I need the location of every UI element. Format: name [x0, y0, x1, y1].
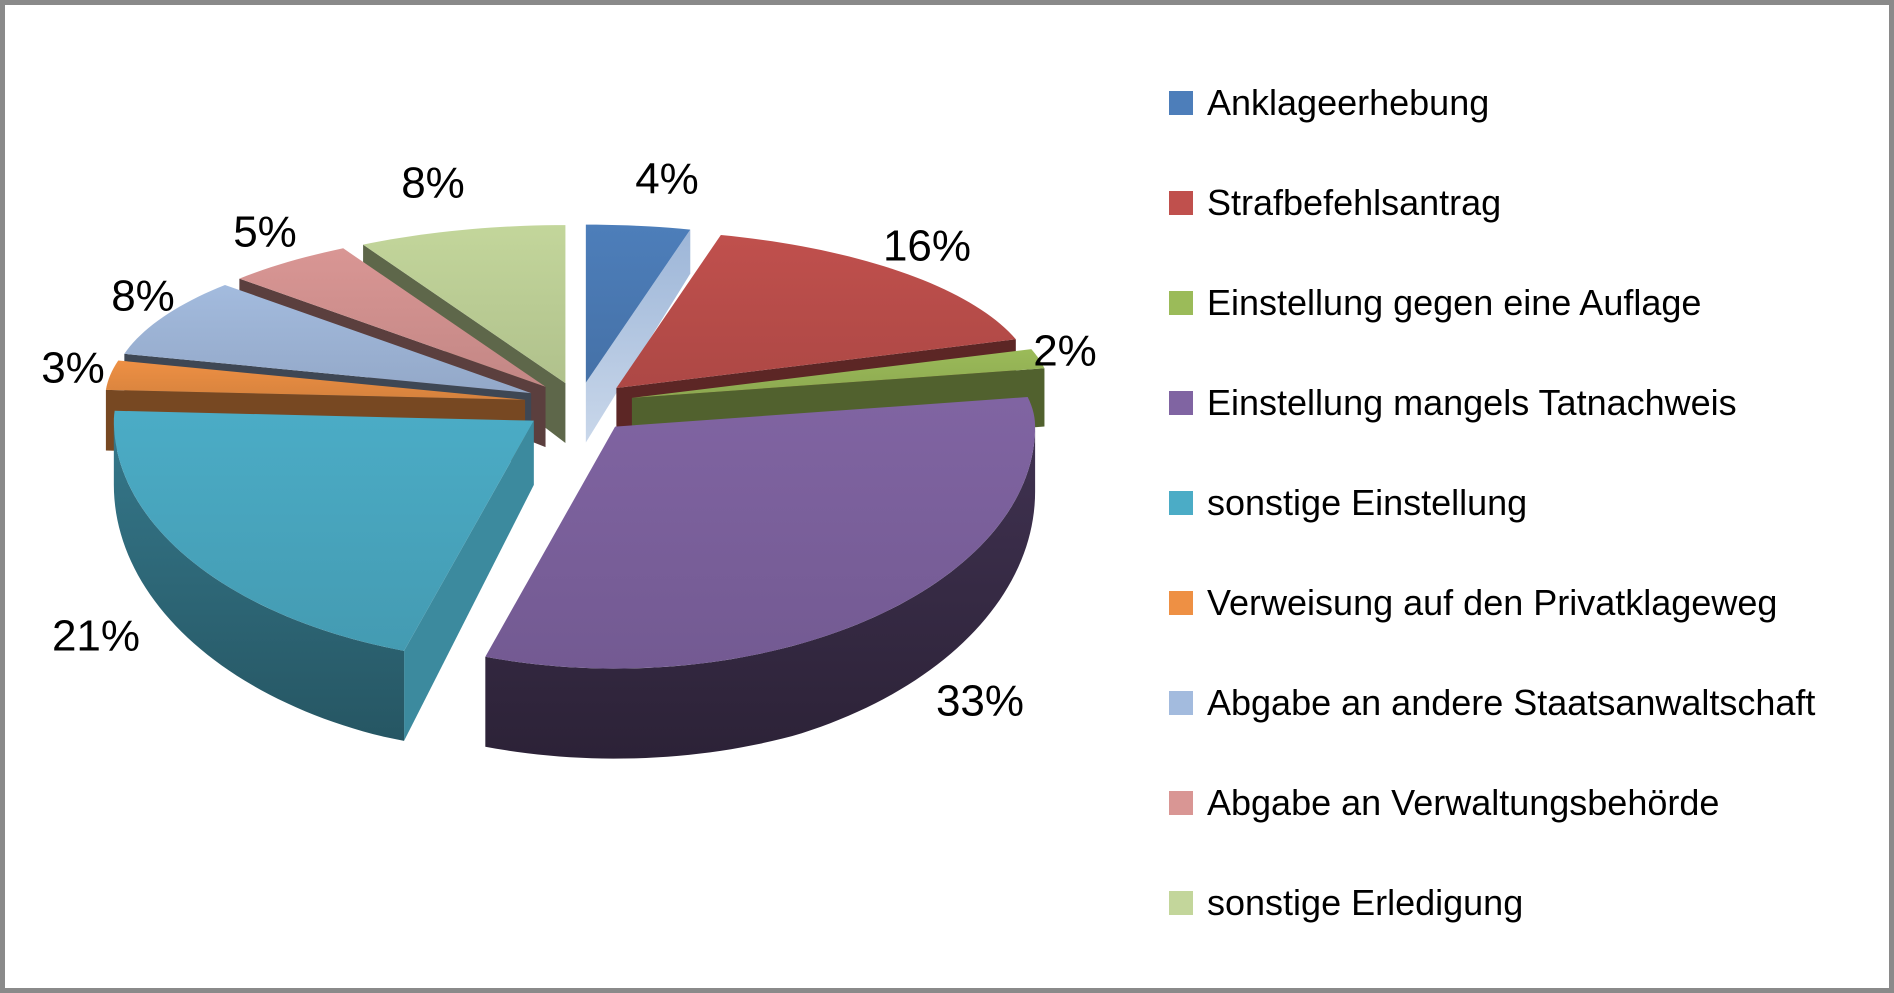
- legend-swatch-8: [1169, 891, 1193, 915]
- percent-label-5: 3%: [41, 343, 105, 392]
- pie-slice-4-top: [113, 410, 534, 651]
- pie-slice-3-top: [485, 396, 1036, 669]
- pie-slice-0-top: [585, 224, 691, 383]
- pie-slice-8-top: [363, 225, 566, 384]
- legend-item-7: Abgabe an Verwaltungsbehörde: [1169, 753, 1879, 853]
- legend-label-2: Einstellung gegen eine Auflage: [1207, 282, 1702, 323]
- legend-label-8: sonstige Erledigung: [1207, 882, 1524, 923]
- legend-swatch-5: [1169, 591, 1193, 615]
- pie-chart: 4%16%2%33%21%3%8%5%8%: [41, 154, 1097, 759]
- percent-label-2: 2%: [1033, 326, 1097, 375]
- legend-swatch-6: [1169, 691, 1193, 715]
- percent-label-3: 33%: [936, 676, 1024, 725]
- legend-label-5: Verweisung auf den Privatklageweg: [1207, 582, 1778, 623]
- pie-slice-3-rim: [485, 426, 1036, 759]
- percent-label-7: 5%: [233, 207, 297, 256]
- legend-swatch-7: [1169, 791, 1193, 815]
- legend-item-4: sonstige Einstellung: [1169, 453, 1879, 553]
- legend-label-0: Anklageerhebung: [1207, 82, 1490, 123]
- legend-label-1: Strafbefehlsantrag: [1207, 182, 1502, 223]
- legend-swatch-1: [1169, 191, 1193, 215]
- pie-slice-4-rim: [113, 420, 405, 741]
- legend-item-2: Einstellung gegen eine Auflage: [1169, 253, 1879, 353]
- pie-slice-0-side: [585, 229, 691, 443]
- pie-slice-6-top: [124, 284, 532, 394]
- pie-slice-5-top: [105, 360, 526, 400]
- pie-slice-4-side: [404, 420, 534, 741]
- legend-item-0: Anklageerhebung: [1169, 53, 1879, 153]
- pie-slice-7-top: [239, 248, 546, 387]
- legend-label-6: Abgabe an andere Staatsanwaltschaft: [1207, 682, 1816, 723]
- legend: Anklageerhebung Strafbefehlsantrag Einstel…: [1169, 53, 1879, 953]
- legend-item-6: Abgabe an andere Staatsanwaltschaft: [1169, 653, 1879, 753]
- legend-swatch-4: [1169, 491, 1193, 515]
- legend-item-8: sonstige Erledigung: [1169, 853, 1879, 953]
- percent-label-6: 8%: [111, 271, 175, 320]
- pie-slice-1-top: [616, 234, 1016, 389]
- pie-slice-2-top: [631, 349, 1045, 398]
- legend-swatch-0: [1169, 91, 1193, 115]
- legend-item-5: Verweisung auf den Privatklageweg: [1169, 553, 1879, 653]
- legend-label-7: Abgabe an Verwaltungsbehörde: [1207, 782, 1720, 823]
- percent-label-1: 16%: [883, 221, 971, 270]
- legend-label-3: Einstellung mangels Tatnachweis: [1207, 382, 1737, 423]
- legend-item-1: Strafbefehlsantrag: [1169, 153, 1879, 253]
- legend-swatch-3: [1169, 391, 1193, 415]
- legend-item-3: Einstellung mangels Tatnachweis: [1169, 353, 1879, 453]
- legend-label-4: sonstige Einstellung: [1207, 482, 1528, 523]
- percent-label-0: 4%: [635, 154, 699, 203]
- legend-swatch-2: [1169, 291, 1193, 315]
- percent-label-8: 8%: [401, 158, 465, 207]
- percent-label-4: 21%: [52, 611, 140, 660]
